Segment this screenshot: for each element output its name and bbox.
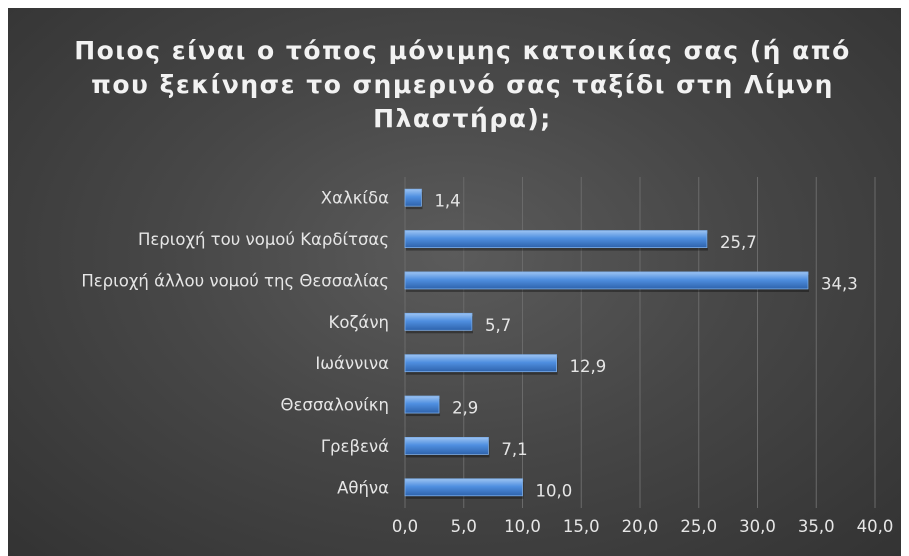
value-label-7: 10,0 <box>536 481 573 500</box>
category-label-2: Περιοχή άλλου νομού της Θεσσαλίας <box>81 271 389 290</box>
category-label-0: Χαλκίδα <box>321 189 389 208</box>
x-tick-label-0: 0,0 <box>392 517 418 536</box>
x-tick-label-2: 10,0 <box>504 517 541 536</box>
category-label-6: Γρεβενά <box>321 437 389 456</box>
value-label-5: 2,9 <box>452 399 478 418</box>
category-label-7: Αθήνα <box>337 478 389 497</box>
x-tick-label-8: 40,0 <box>857 517 894 536</box>
chart-title: Ποιος είναι ο τόπος μόνιμης κατοικίας σα… <box>74 36 851 133</box>
x-tick-label-4: 20,0 <box>622 517 659 536</box>
x-tick-label-5: 25,0 <box>680 517 717 536</box>
bar-0 <box>404 188 422 207</box>
bars <box>404 188 810 499</box>
category-label-4: Ιωάννινα <box>315 354 389 373</box>
x-tick-label-3: 15,0 <box>563 517 600 536</box>
bar-2 <box>404 271 809 290</box>
category-label-3: Κοζάνη <box>329 313 389 332</box>
bar-5 <box>404 395 440 414</box>
category-label-1: Περιοχή του νομού Καρδίτσας <box>138 230 389 249</box>
value-label-2: 34,3 <box>821 274 858 293</box>
x-tick-label-6: 30,0 <box>739 517 776 536</box>
x-tick-label-1: 5,0 <box>451 517 477 536</box>
value-label-4: 12,9 <box>570 357 607 376</box>
x-tick-label-7: 35,0 <box>798 517 835 536</box>
bar-6 <box>404 437 489 455</box>
bar-7 <box>404 478 523 497</box>
labels: 0,0 5,0 10,0 15,0 20,0 25,0 30,0 35,0 40,0 Χαλκίδ… <box>81 189 893 536</box>
value-label-0: 1,4 <box>434 192 460 211</box>
gridlines <box>404 177 876 508</box>
bar-3 <box>404 312 473 331</box>
value-label-3: 5,7 <box>485 316 511 335</box>
bar-1 <box>404 230 708 248</box>
category-label-5: Θεσσαλονίκη <box>280 396 389 415</box>
bar-4 <box>404 354 557 373</box>
value-label-1: 25,7 <box>720 233 757 252</box>
value-label-6: 7,1 <box>501 440 527 459</box>
